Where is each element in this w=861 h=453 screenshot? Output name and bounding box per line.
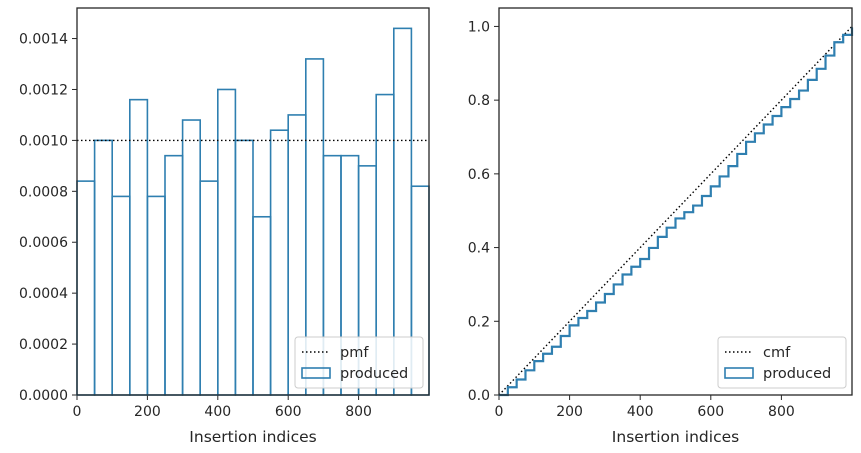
x-axis-label: Insertion indices — [189, 428, 316, 446]
data-point — [639, 258, 641, 260]
data-point — [727, 165, 730, 167]
y-tick-label: 0.0014 — [19, 32, 68, 48]
data-point — [568, 324, 571, 327]
legend: pmf produced — [294, 336, 424, 389]
y-tick-label: 0.0008 — [19, 184, 68, 200]
data-point — [524, 369, 527, 372]
legend-series-swatch — [301, 367, 331, 379]
data-point — [683, 211, 686, 213]
data-point — [542, 352, 544, 355]
histogram-bar — [252, 215, 272, 396]
y-tick-label: 0.0002 — [19, 337, 68, 353]
histogram-bar — [199, 180, 219, 396]
histogram-bar — [181, 119, 202, 396]
histogram-bar — [93, 139, 113, 396]
data-point — [586, 310, 589, 312]
y-tick-label: 0.2 — [468, 314, 490, 330]
data-point — [630, 265, 633, 268]
data-point — [692, 204, 694, 207]
y-tick-label: 0.0000 — [19, 388, 68, 404]
data-point — [621, 273, 624, 276]
data-point — [842, 34, 844, 36]
legend-series-swatch — [724, 367, 754, 379]
x-tick-label: 0 — [73, 404, 82, 420]
histogram-bar — [164, 154, 184, 396]
legend-series-label: produced — [340, 366, 408, 382]
x-tick-label: 400 — [204, 404, 231, 420]
data-point — [604, 293, 606, 295]
data-point — [710, 185, 712, 188]
legend-reference-label: cmf — [763, 345, 791, 361]
legend-reference-label: pmf — [340, 345, 369, 361]
data-point — [657, 236, 659, 238]
data-point — [833, 41, 836, 44]
x-tick-label: 600 — [697, 404, 724, 420]
y-tick-label: 1.0 — [468, 19, 490, 35]
histogram-bar — [129, 98, 149, 396]
x-tick-label: 200 — [556, 404, 583, 420]
data-point — [824, 54, 827, 57]
x-tick-label: 200 — [134, 404, 161, 420]
data-point — [701, 195, 703, 197]
legend-box — [717, 336, 847, 389]
data-point — [754, 132, 756, 135]
y-tick-label: 0.0012 — [19, 82, 68, 98]
data-point — [612, 283, 615, 286]
data-point — [798, 89, 800, 92]
x-tick-label: 800 — [345, 404, 372, 420]
y-tick-label: 0.8 — [468, 93, 490, 109]
legend: cmf produced — [717, 336, 847, 389]
data-point — [577, 317, 580, 319]
data-point — [718, 175, 721, 178]
pmf-histogram-chart: 0 200 400 600 800 0.0000 0.0002 0.0004 0.0006 0.0… — [19, 7, 430, 446]
x-axis-label: Insertion indices — [612, 428, 739, 446]
data-point — [515, 378, 518, 381]
histogram-bar — [111, 195, 131, 396]
x-tick-label: 0 — [495, 404, 504, 420]
data-point — [559, 335, 562, 337]
data-point — [551, 345, 553, 348]
y-tick-label: 0.0010 — [19, 133, 68, 149]
histogram-bar — [269, 129, 290, 396]
y-tick-label: 0.4 — [468, 241, 490, 257]
plot-frame — [498, 7, 853, 396]
data-point — [789, 98, 792, 100]
data-point — [507, 386, 509, 389]
data-point — [762, 123, 765, 126]
plot-frame — [76, 7, 430, 396]
x-tick-label: 400 — [627, 404, 654, 420]
histogram-bar — [234, 139, 254, 396]
y-tick-label: 0.0004 — [19, 286, 68, 302]
y-tick-label: 0.0006 — [19, 235, 68, 251]
data-point — [648, 247, 650, 249]
y-tick-label: 0.6 — [468, 167, 490, 183]
histogram-bar — [217, 88, 237, 396]
histogram-bar — [76, 180, 96, 396]
x-tick-label: 600 — [275, 404, 302, 420]
cmf-line-chart: 0 200 400 600 800 0.0 0.2 0.4 0.6 0.8 1.0 Insertion… — [468, 7, 854, 446]
data-point — [807, 79, 809, 81]
legend-series-label: produced — [763, 366, 831, 382]
legend-box — [294, 336, 424, 389]
data-point — [780, 106, 783, 108]
data-point — [674, 217, 677, 220]
data-point — [771, 115, 774, 117]
x-tick-label: 800 — [768, 404, 795, 420]
data-point — [815, 68, 818, 70]
cmf-reference-line — [498, 25, 853, 396]
data-point — [745, 140, 747, 143]
data-point — [665, 226, 668, 229]
data-point — [533, 360, 536, 362]
data-point — [736, 153, 739, 155]
y-tick-label: 0.0 — [468, 388, 490, 404]
histogram-bar — [146, 195, 166, 396]
data-point — [595, 301, 597, 304]
